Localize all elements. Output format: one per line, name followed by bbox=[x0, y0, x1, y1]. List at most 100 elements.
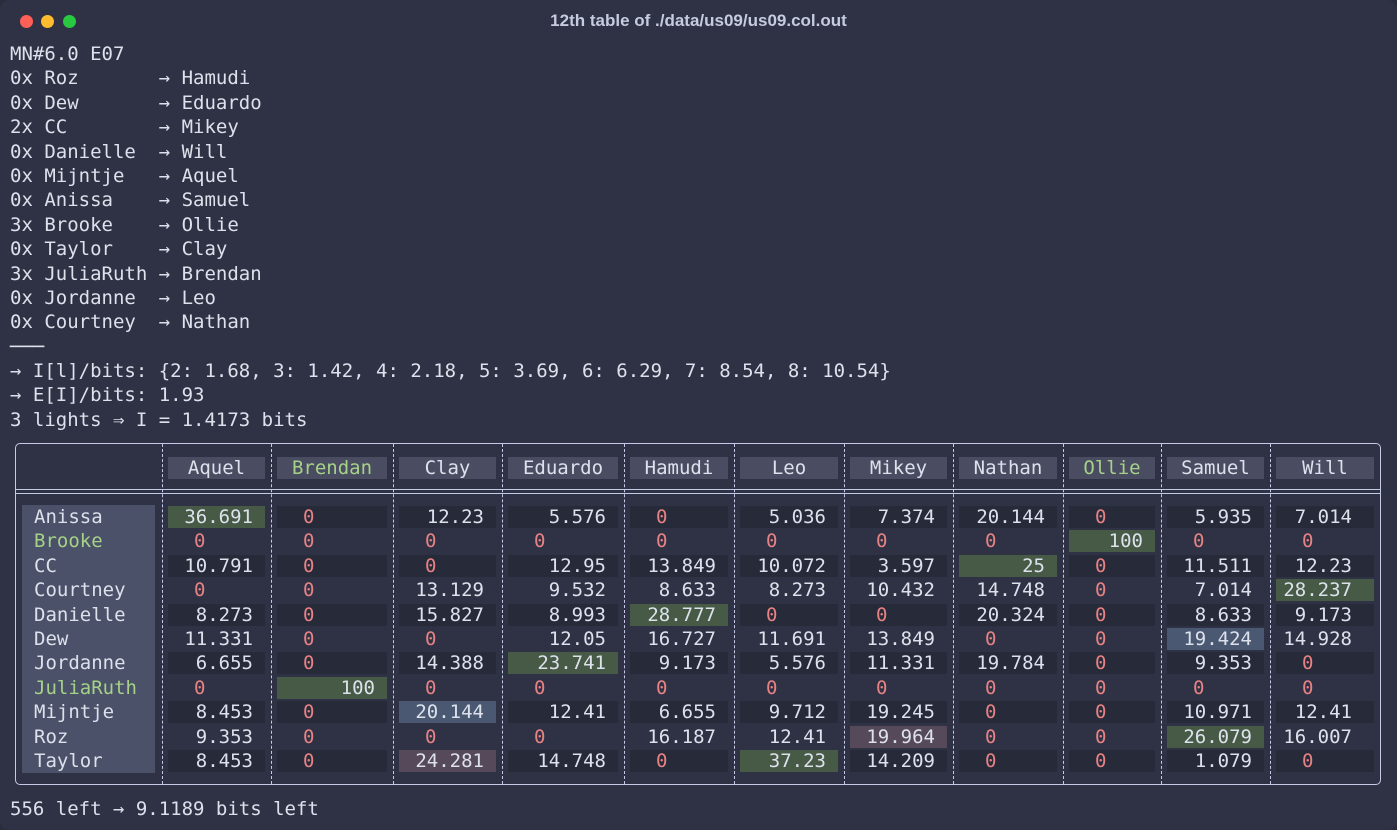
table-cell: 14.209 bbox=[850, 750, 947, 772]
column-separator bbox=[624, 444, 625, 784]
table-cell: 25 bbox=[959, 554, 1057, 577]
table-cell: 10.072 bbox=[740, 554, 838, 577]
table-cell: 9.173 bbox=[1276, 603, 1374, 626]
table-cell: 0 bbox=[1069, 506, 1155, 528]
column-header-will: Will bbox=[1276, 457, 1374, 479]
table-cell: 10.791 bbox=[168, 554, 265, 577]
table-cell: 11.691 bbox=[757, 628, 826, 650]
table-cell: 0 bbox=[656, 676, 668, 699]
table-cell: 14.388 bbox=[399, 652, 496, 675]
table-cell: 12.41 bbox=[768, 725, 826, 748]
table-cell: 0 bbox=[303, 725, 315, 748]
table-cell: 0 bbox=[876, 676, 888, 699]
terminal-log: MN#6.0 E07 0x Roz → Hamudi 0x Dew → Eduard… bbox=[10, 42, 891, 432]
column-separator bbox=[953, 444, 954, 784]
column-header-eduardo: Eduardo bbox=[508, 457, 618, 479]
log-line: 3x JuliaRuth → Brendan bbox=[10, 262, 262, 285]
table-cell: 0 bbox=[959, 750, 1057, 772]
table-cell: 12.41 bbox=[508, 701, 618, 724]
table-cell: 6.655 bbox=[168, 652, 265, 675]
table-cell: 0 bbox=[425, 628, 437, 650]
log-line: 0x Jordanne → Leo bbox=[10, 286, 216, 309]
table-cell: 14.928 bbox=[1283, 628, 1352, 650]
table-cell: 12.95 bbox=[508, 554, 618, 577]
table-cell: 16.007 bbox=[1283, 725, 1352, 748]
column-separator bbox=[844, 444, 845, 784]
log-line: → E[I]/bits: 1.93 bbox=[10, 384, 205, 407]
row-label-jordanne: Jordanne bbox=[34, 652, 126, 675]
table-cell: 14.748 bbox=[976, 579, 1045, 602]
table-cell: 0 bbox=[399, 554, 496, 577]
table-cell: 10.971 bbox=[1167, 701, 1264, 724]
table-cell: 26.079 bbox=[1167, 725, 1264, 748]
log-line: → I[l]/bits: {2: 1.68, 3: 1.42, 4: 2.18,… bbox=[10, 360, 891, 383]
row-label-mijntje: Mijntje bbox=[34, 701, 115, 724]
table-cell: 0 bbox=[1193, 530, 1205, 553]
table-cell: 0 bbox=[303, 530, 315, 553]
column-header-ollie: Ollie bbox=[1069, 457, 1155, 479]
zoom-window-button[interactable] bbox=[63, 15, 76, 28]
table-cell: 0 bbox=[1095, 628, 1107, 650]
table-cell: 5.576 bbox=[508, 506, 618, 528]
table-cell: 0 bbox=[630, 506, 728, 528]
probability-table bbox=[15, 443, 1381, 785]
column-header-clay: Clay bbox=[399, 457, 496, 479]
table-cell: 12.05 bbox=[548, 628, 606, 650]
table-cell: 11.511 bbox=[1167, 554, 1264, 577]
table-cell: 0 bbox=[194, 676, 206, 699]
table-cell: 6.655 bbox=[630, 701, 728, 724]
row-label-courtney: Courtney bbox=[34, 579, 126, 602]
table-cell: 0 bbox=[1069, 603, 1155, 626]
table-cell: 0 bbox=[1302, 676, 1314, 699]
title-bar: 12th table of ./data/us09/us09.col.out bbox=[0, 0, 1397, 42]
log-line: ─── bbox=[10, 335, 45, 358]
table-cell: 7.014 bbox=[1276, 506, 1374, 528]
table-cell: 0 bbox=[1095, 725, 1107, 748]
table-cell: 5.935 bbox=[1167, 506, 1264, 528]
log-line: 0x Anissa → Samuel bbox=[10, 189, 251, 212]
table-cell: 0 bbox=[303, 579, 315, 602]
log-line: 0x Danielle → Will bbox=[10, 140, 228, 163]
table-cell: 0 bbox=[1193, 676, 1205, 699]
table-cell: 0 bbox=[876, 530, 888, 553]
table-cell: 13.849 bbox=[630, 554, 728, 577]
minimize-window-button[interactable] bbox=[41, 15, 54, 28]
row-label-roz: Roz bbox=[34, 725, 69, 748]
table-cell: 1.079 bbox=[1167, 750, 1264, 772]
log-line: 0x Roz → Hamudi bbox=[10, 67, 251, 90]
log-line: 0x Dew → Eduardo bbox=[10, 91, 262, 114]
table-cell: 0 bbox=[534, 676, 546, 699]
table-header-separator bbox=[16, 489, 1380, 494]
table-cell: 7.374 bbox=[850, 506, 947, 528]
table-cell: 24.281 bbox=[399, 750, 496, 772]
table-cell: 0 bbox=[1095, 676, 1107, 699]
table-cell: 0 bbox=[534, 725, 546, 748]
table-cell: 0 bbox=[425, 725, 437, 748]
row-label-anissa: Anissa bbox=[34, 506, 103, 528]
table-cell: 8.273 bbox=[168, 603, 265, 626]
column-separator bbox=[1063, 444, 1064, 784]
table-cell: 0 bbox=[277, 652, 387, 675]
table-cell: 9.353 bbox=[195, 725, 253, 748]
column-separator bbox=[162, 444, 163, 784]
table-cell: 11.331 bbox=[850, 652, 947, 675]
window-title: 12th table of ./data/us09/us09.col.out bbox=[550, 11, 847, 30]
column-header-nathan: Nathan bbox=[959, 457, 1057, 479]
table-cell: 19.245 bbox=[850, 701, 947, 724]
column-header-hamudi: Hamudi bbox=[630, 457, 728, 479]
table-cell: 0 bbox=[656, 530, 668, 553]
table-cell: 0 bbox=[766, 530, 778, 553]
table-cell: 9.532 bbox=[548, 579, 606, 602]
table-cell: 37.23 bbox=[740, 750, 838, 772]
log-line: 0x Taylor → Clay bbox=[10, 238, 228, 261]
column-separator bbox=[393, 444, 394, 784]
close-window-button[interactable] bbox=[20, 15, 33, 28]
table-cell: 0 bbox=[1069, 554, 1155, 577]
table-cell: 0 bbox=[277, 506, 387, 528]
table-cell: 28.237 bbox=[1276, 579, 1374, 602]
table-cell: 12.41 bbox=[1276, 701, 1374, 724]
table-cell: 0 bbox=[740, 603, 838, 626]
table-cell: 0 bbox=[194, 579, 206, 602]
log-line: 2x CC → Mikey bbox=[10, 116, 239, 139]
